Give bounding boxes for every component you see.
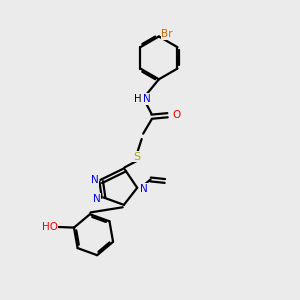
Text: HO: HO [42,222,58,232]
Text: N: N [140,184,148,194]
Text: O: O [172,110,181,120]
Text: H: H [134,94,142,104]
Text: S: S [133,152,140,161]
Text: N: N [93,194,101,204]
Text: Br: Br [161,29,173,39]
Text: N: N [91,175,98,185]
Text: N: N [143,94,151,104]
